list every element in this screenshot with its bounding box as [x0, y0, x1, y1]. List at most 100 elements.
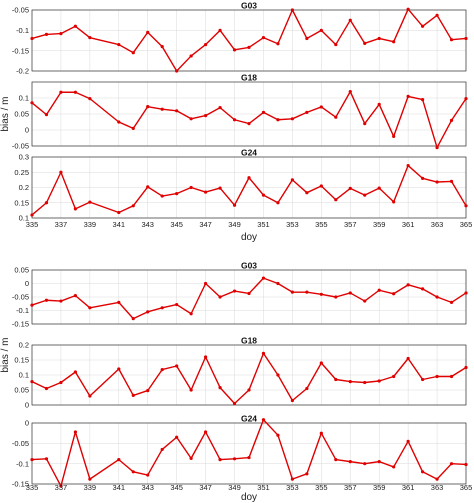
data-point — [435, 295, 439, 299]
data-point — [218, 386, 222, 390]
y-axis-label: bias / m — [0, 96, 11, 131]
data-point — [175, 192, 179, 196]
y-tick-label: 0 — [25, 401, 29, 410]
data-point — [160, 194, 164, 198]
data-point — [363, 380, 367, 385]
data-point — [261, 276, 266, 280]
data-point — [261, 193, 266, 197]
data-point — [421, 377, 425, 382]
data-point — [30, 213, 34, 217]
data-point — [131, 470, 135, 474]
data-point — [189, 312, 193, 316]
data-point — [204, 355, 208, 359]
data-point — [449, 118, 454, 122]
data-point — [117, 42, 121, 47]
data-point — [30, 458, 34, 462]
x-tick-label: 351 — [257, 220, 270, 229]
data-point — [319, 292, 323, 296]
x-tick-label: 337 — [55, 220, 68, 229]
data-point — [377, 288, 381, 292]
data-point — [464, 36, 468, 41]
data-point — [348, 90, 352, 94]
y-tick-label: -0.1 — [16, 306, 29, 315]
data-point — [334, 42, 338, 47]
data-point — [305, 110, 309, 114]
y-tick-label: 0.1 — [19, 214, 29, 223]
data-point — [131, 393, 135, 397]
data-point — [59, 299, 63, 303]
x-tick-label: 361 — [402, 220, 415, 229]
data-point — [175, 364, 179, 368]
panel-g24: 0.3 0.25 0.2 0.15 0.1 G24 — [14, 148, 468, 223]
y-tick-label: 0.25 — [14, 168, 29, 177]
x-tick-label: 345 — [170, 220, 183, 229]
data-point — [189, 456, 193, 460]
data-point — [406, 283, 410, 287]
data-point — [290, 8, 294, 12]
y-tick-label: -0.05 — [12, 439, 29, 448]
data-point — [334, 295, 338, 299]
y-tick-label: -0.05 — [12, 6, 29, 15]
x-tick-label: 355 — [315, 220, 328, 229]
data-point — [319, 431, 323, 435]
data-point — [261, 351, 266, 355]
data-point — [449, 462, 454, 466]
y-tick-label: -0.05 — [12, 293, 29, 302]
data-point — [204, 281, 208, 286]
data-point — [218, 28, 222, 32]
data-point — [44, 32, 49, 37]
plot-frame — [31, 156, 467, 219]
series-line — [31, 419, 467, 487]
data-point — [348, 380, 352, 384]
data-point — [449, 38, 454, 42]
data-point — [348, 18, 352, 22]
plot-frame — [31, 9, 467, 72]
data-point — [261, 36, 266, 40]
data-point — [421, 176, 425, 180]
x-tick-label: 359 — [373, 483, 386, 492]
data-point — [290, 178, 294, 182]
data-point — [334, 458, 338, 462]
plot-frame — [31, 269, 467, 325]
data-point — [305, 36, 309, 41]
data-point — [146, 473, 150, 477]
y-tick-label: -0.1 — [16, 26, 29, 35]
data-point — [290, 290, 294, 294]
data-point — [247, 291, 251, 296]
data-point — [44, 201, 49, 205]
data-point — [30, 101, 34, 105]
data-point — [392, 465, 396, 469]
data-point — [44, 386, 49, 391]
x-tick-label: 339 — [84, 483, 97, 492]
data-point — [88, 394, 92, 398]
data-point — [392, 134, 396, 138]
data-point — [73, 207, 77, 211]
data-point — [421, 24, 425, 28]
data-point — [290, 398, 294, 403]
data-point — [204, 42, 208, 47]
y-tick-label: -0.05 — [12, 142, 29, 151]
y-tick-label: 0 — [25, 419, 29, 428]
x-tick-label: 363 — [431, 220, 444, 229]
x-tick-label: 359 — [373, 220, 386, 229]
data-point — [175, 109, 179, 113]
y-tick-label: 0.3 — [19, 153, 29, 162]
data-point — [117, 367, 121, 371]
y-tick-label: 0.1 — [19, 94, 29, 103]
plot-frame — [31, 81, 467, 147]
data-point — [117, 120, 121, 124]
series-line — [31, 90, 467, 149]
x-tick-label: 357 — [344, 220, 357, 229]
y-tick-label: 0 — [25, 279, 29, 288]
data-point — [363, 122, 367, 126]
y-tick-label: 0.2 — [19, 341, 29, 350]
data-point — [319, 184, 323, 188]
x-tick-label: 355 — [315, 483, 328, 492]
data-point — [392, 200, 396, 204]
x-tick-label: 347 — [199, 483, 212, 492]
panel-g18: 0.2 0.15 0.1 0.05 0 G18 — [14, 336, 468, 410]
data-point — [377, 102, 381, 106]
y-tick-label: 0.2 — [19, 183, 29, 192]
x-tick-label: 351 — [257, 483, 270, 492]
panel-title: G24 — [241, 414, 257, 424]
